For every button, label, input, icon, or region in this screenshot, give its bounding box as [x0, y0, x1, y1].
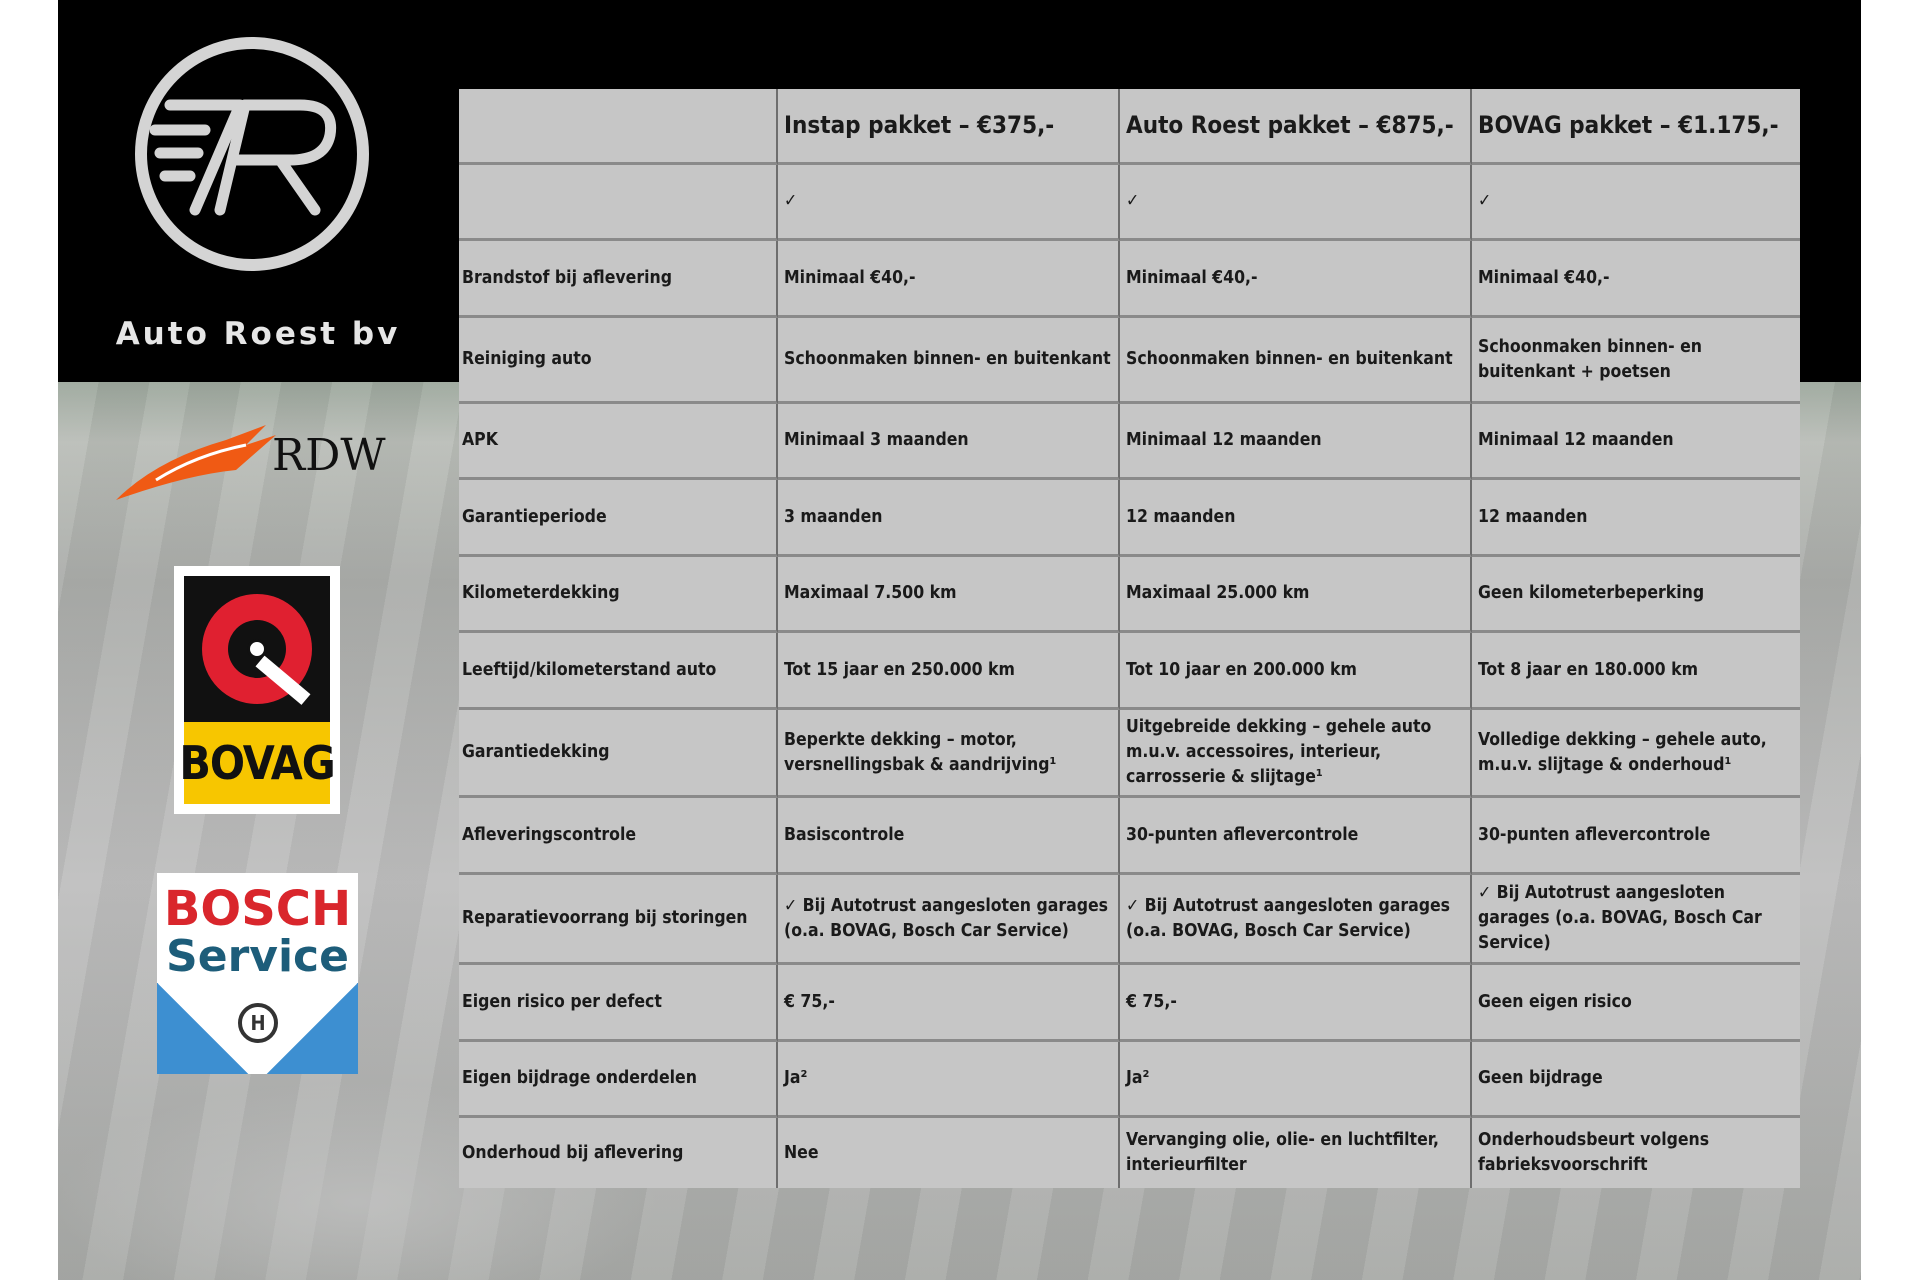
- row-label: Brandstof bij aflevering: [459, 241, 778, 318]
- row-label: Reparatievoorrang bij storingen: [459, 875, 778, 965]
- table-cell-instap: Tot 15 jaar en 250.000 km: [778, 633, 1120, 710]
- table-cell-auto-roest: Schoonmaken binnen- en buitenkant: [1120, 318, 1472, 404]
- rdw-logo-icon: [116, 425, 276, 500]
- row-label: Afleveringscontrole: [459, 798, 778, 875]
- table-cell-bovag: ✓ Bij Autotrust aangesloten garages (o.a…: [1472, 875, 1800, 965]
- row-label: APK: [459, 404, 778, 480]
- table-cell-auto-roest: 12 maanden: [1120, 480, 1472, 557]
- table-cell-auto-roest: Minimaal 12 maanden: [1120, 404, 1472, 480]
- table-cell-instap: 3 maanden: [778, 480, 1120, 557]
- table-cell-auto-roest: Ja²: [1120, 1042, 1472, 1118]
- table-cell-bovag: Geen bijdrage: [1472, 1042, 1800, 1118]
- table-cell-instap: Maximaal 7.500 km: [778, 557, 1120, 633]
- table-cell-instap: Beperkte dekking – motor, versnellingsba…: [778, 710, 1120, 798]
- table-cell-instap: Nee: [778, 1118, 1120, 1188]
- table-cell-auto-roest: 30-punten aflevercontrole: [1120, 798, 1472, 875]
- row-label: Garantieperiode: [459, 480, 778, 557]
- table-cell-instap: ✓ Bij Autotrust aangesloten garages (o.a…: [778, 875, 1120, 965]
- brand-logo-7r-icon: [150, 99, 337, 216]
- table-cell-instap: Basiscontrole: [778, 798, 1120, 875]
- table-cell-auto-roest: ✓ Bij Autotrust aangesloten garages (o.a…: [1120, 875, 1472, 965]
- row-label: Kilometerdekking: [459, 557, 778, 633]
- table-cell-bovag: Geen kilometerbeperking: [1472, 557, 1800, 633]
- table-cell-bovag: Minimaal 12 maanden: [1472, 404, 1800, 480]
- row-label: Reiniging auto: [459, 318, 778, 404]
- row-label: Eigen risico per defect: [459, 965, 778, 1042]
- table-cell-instap: Schoonmaken binnen- en buitenkant: [778, 318, 1120, 404]
- bovag-logo: BOVAG: [174, 566, 340, 814]
- table-cell-bovag: Geen eigen risico: [1472, 965, 1800, 1042]
- table-cell-auto-roest: Maximaal 25.000 km: [1120, 557, 1472, 633]
- column-header-feature: [459, 89, 778, 165]
- column-header-auto-roest: Auto Roest pakket – €875,-: [1120, 89, 1472, 165]
- column-header-instap: Instap pakket – €375,-: [778, 89, 1120, 165]
- table-cell-bovag: Schoonmaken binnen- en buitenkant + poet…: [1472, 318, 1800, 404]
- bosch-armature-icon: H: [238, 1003, 278, 1043]
- bovag-emblem-icon: [184, 576, 330, 722]
- rdw-logo-text: RDW: [272, 430, 386, 481]
- table-cell-instap: € 75,-: [778, 965, 1120, 1042]
- table-cell-auto-roest: Vervanging olie, olie- en luchtfilter, i…: [1120, 1118, 1472, 1188]
- bosch-logo-text: BOSCH: [163, 881, 352, 937]
- row-label: [459, 165, 778, 241]
- table-cell-bovag: 30-punten aflevercontrole: [1472, 798, 1800, 875]
- table-cell-instap: Minimaal €40,-: [778, 241, 1120, 318]
- bosch-service-text: Service: [166, 931, 349, 982]
- row-label: Eigen bijdrage onderdelen: [459, 1042, 778, 1118]
- table-cell-auto-roest: Uitgebreide dekking – gehele auto m.u.v.…: [1120, 710, 1472, 798]
- table-cell-bovag: Minimaal €40,-: [1472, 241, 1800, 318]
- package-comparison-table: Instap pakket – €375,- Auto Roest pakket …: [459, 89, 1800, 1188]
- table-cell-auto-roest: Minimaal €40,-: [1120, 241, 1472, 318]
- bovag-logo-text: BOVAG: [179, 722, 336, 804]
- bosch-service-logo: BOSCH Service H: [157, 873, 358, 1074]
- table-cell-bovag: ✓: [1472, 165, 1800, 241]
- table-cell-instap: ✓: [778, 165, 1120, 241]
- table-cell-auto-roest: ✓: [1120, 165, 1472, 241]
- table-cell-instap: Ja²: [778, 1042, 1120, 1118]
- row-label: Onderhoud bij aflevering: [459, 1118, 778, 1188]
- row-label: Garantiedekking: [459, 710, 778, 798]
- table-cell-bovag: Tot 8 jaar en 180.000 km: [1472, 633, 1800, 710]
- brand-name: Auto Roest bv: [115, 316, 401, 352]
- row-label: Leeftijd/kilometerstand auto: [459, 633, 778, 710]
- column-header-bovag: BOVAG pakket – €1.175,-: [1472, 89, 1800, 165]
- table-cell-instap: Minimaal 3 maanden: [778, 404, 1120, 480]
- table-cell-auto-roest: Tot 10 jaar en 200.000 km: [1120, 633, 1472, 710]
- table-cell-bovag: Volledige dekking – gehele auto, m.u.v. …: [1472, 710, 1800, 798]
- table-cell-bovag: Onderhoudsbeurt volgens fabrieksvoorschr…: [1478, 1130, 1710, 1175]
- table-cell-auto-roest: € 75,-: [1120, 965, 1472, 1042]
- table-cell-bovag: 12 maanden: [1472, 480, 1800, 557]
